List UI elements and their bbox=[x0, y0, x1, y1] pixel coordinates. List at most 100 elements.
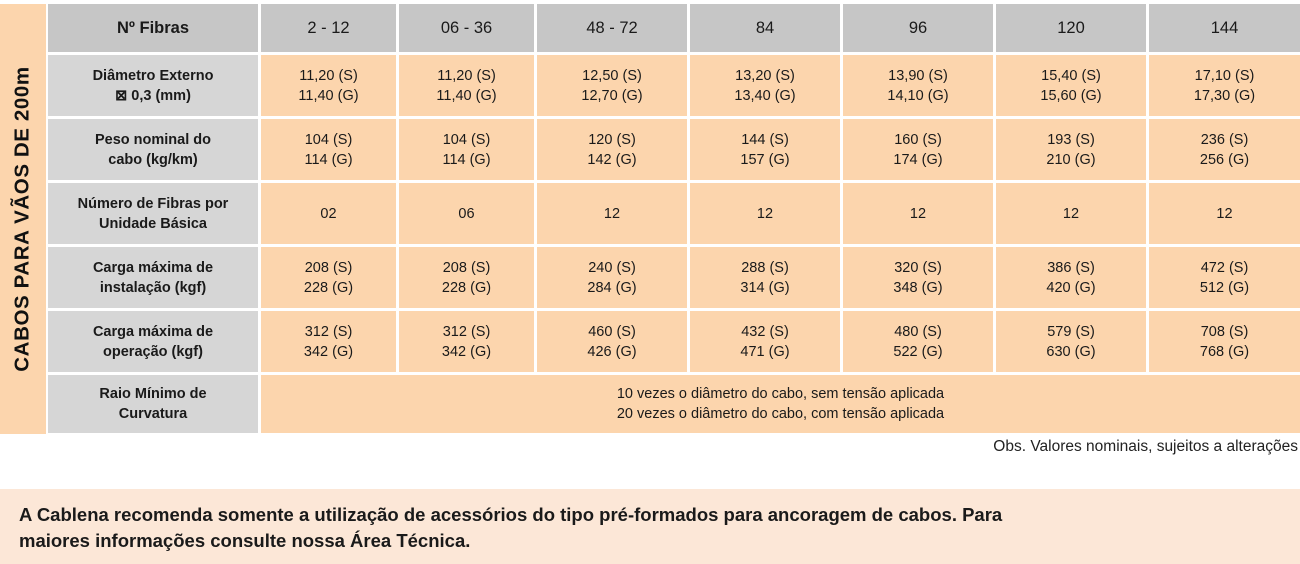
value-cell: 386 (S) 420 (G) bbox=[996, 247, 1146, 308]
value-cell: 12 bbox=[537, 183, 687, 244]
row-label-line: Peso nominal do bbox=[94, 131, 211, 148]
cell-value: 160 (S) bbox=[894, 131, 942, 148]
bending-radius-line: 10 vezes o diâmetro do cabo, sem tensão … bbox=[616, 386, 945, 402]
value-cell: 236 (S) 256 (G) bbox=[1149, 119, 1300, 180]
value-cell: 12 bbox=[996, 183, 1146, 244]
cell-value: 12 bbox=[756, 205, 774, 222]
cell-value: 386 (S) bbox=[1047, 259, 1095, 276]
value-cell: 708 (S) 768 (G) bbox=[1149, 311, 1300, 372]
value-cell: 12 bbox=[690, 183, 840, 244]
row-label: Diâmetro Externo ⊠ 0,3 (mm) bbox=[48, 55, 258, 116]
value-cell: 240 (S) 284 (G) bbox=[537, 247, 687, 308]
cell-value: 15,60 (G) bbox=[1040, 87, 1102, 104]
value-cell: 12 bbox=[1149, 183, 1300, 244]
table-row: Carga máxima de instalação (kgf) 208 (S) 22… bbox=[48, 247, 1300, 308]
column-header: 06 - 36 bbox=[399, 4, 534, 52]
row-label-line: Carga máxima de bbox=[92, 259, 214, 276]
cell-value: 288 (S) bbox=[741, 259, 789, 276]
value-cell: 160 (S) 174 (G) bbox=[843, 119, 993, 180]
cell-value: 312 (S) bbox=[442, 323, 491, 340]
column-header: 84 bbox=[690, 4, 840, 52]
cell-value: 228 (G) bbox=[441, 279, 492, 296]
cell-value: 15,40 (S) bbox=[1041, 67, 1101, 84]
cell-value: 342 (G) bbox=[441, 343, 492, 360]
row-label-line: instalação (kgf) bbox=[99, 279, 207, 296]
cell-value: 12 bbox=[1216, 205, 1233, 222]
value-cell: 12,50 (S) 12,70 (G) bbox=[537, 55, 687, 116]
notice-line: A Cablena recomenda somente a utilização… bbox=[19, 504, 1003, 525]
cell-value: 522 (G) bbox=[893, 343, 943, 360]
row-label-line: Unidade Básica bbox=[99, 215, 207, 232]
bending-radius-line: 20 vezes o diâmetro do cabo, com tensão … bbox=[616, 406, 945, 422]
row-label-line: Carga máxima de bbox=[92, 323, 214, 340]
row-label-line: Raio Mínimo de bbox=[99, 386, 207, 402]
cell-value: 114 (G) bbox=[304, 151, 353, 168]
cell-value: 13,40 (G) bbox=[734, 87, 796, 104]
cell-value: 471 (G) bbox=[740, 343, 790, 360]
cell-value: 236 (S) bbox=[1200, 131, 1249, 148]
obs-note: Obs. Valores nominais, sujeitos a altera… bbox=[993, 438, 1298, 455]
cell-value: 12 bbox=[909, 205, 927, 222]
value-cell: 17,10 (S) 17,30 (G) bbox=[1149, 55, 1300, 116]
value-cell: 208 (S) 228 (G) bbox=[399, 247, 534, 308]
cell-value: 157 (G) bbox=[740, 151, 790, 168]
row-label-line: operação (kgf) bbox=[103, 343, 203, 360]
cell-value: 210 (G) bbox=[1046, 151, 1096, 168]
table-row: Carga máxima de operação (kgf) 312 (S) 342 … bbox=[48, 311, 1300, 372]
value-cell: 432 (S) 471 (G) bbox=[690, 311, 840, 372]
cell-value: 579 (S) bbox=[1047, 323, 1095, 340]
cell-value: 144 (S) bbox=[741, 131, 789, 148]
cell-value: 11,40 (G) bbox=[298, 87, 359, 104]
value-cell: 208 (S) 228 (G) bbox=[261, 247, 396, 308]
cell-value: 256 (G) bbox=[1199, 151, 1250, 168]
cell-value: 284 (G) bbox=[587, 279, 637, 296]
column-header: 144 bbox=[1149, 4, 1300, 52]
cell-value: 104 (S) bbox=[304, 131, 353, 148]
side-band: CABOS PARA VÃOS DE 200m bbox=[0, 4, 46, 434]
value-cell: 15,40 (S) 15,60 (G) bbox=[996, 55, 1146, 116]
cell-value: 480 (S) bbox=[894, 323, 942, 340]
row-label: Número de Fibras por Unidade Básica bbox=[48, 183, 258, 244]
column-header: 48 - 72 bbox=[537, 4, 687, 52]
cell-value: 240 (S) bbox=[588, 259, 636, 276]
cell-value: 348 (G) bbox=[893, 279, 943, 296]
value-cell: 11,20 (S) 11,40 (G) bbox=[261, 55, 396, 116]
value-cell: 06 bbox=[399, 183, 534, 244]
row-label-line: Diâmetro Externo bbox=[92, 67, 214, 84]
value-cell: 472 (S) 512 (G) bbox=[1149, 247, 1300, 308]
row-label: Peso nominal do cabo (kg/km) bbox=[48, 119, 258, 180]
recommendation-notice: A Cablena recomenda somente a utilização… bbox=[0, 489, 1300, 564]
cell-value: 11,20 (S) bbox=[299, 67, 358, 84]
cell-value: 460 (S) bbox=[588, 323, 636, 340]
cell-value: 174 (G) bbox=[893, 151, 943, 168]
cell-value: 12,50 (S) bbox=[582, 67, 642, 84]
cell-value: 193 (S) bbox=[1047, 131, 1095, 148]
cell-value: 426 (G) bbox=[587, 343, 637, 360]
cell-value: 06 bbox=[458, 205, 475, 222]
value-cell: 579 (S) 630 (G) bbox=[996, 311, 1146, 372]
cell-value: 12 bbox=[603, 205, 621, 222]
value-cell: 320 (S) 348 (G) bbox=[843, 247, 993, 308]
value-cell: 02 bbox=[261, 183, 396, 244]
cell-value: 11,20 (S) bbox=[437, 67, 496, 84]
value-cell: 460 (S) 426 (G) bbox=[537, 311, 687, 372]
cell-value: 512 (G) bbox=[1199, 279, 1250, 296]
header-label: Nº Fibras bbox=[48, 4, 258, 52]
cell-value: 12,70 (G) bbox=[581, 87, 643, 104]
cell-value: 114 (G) bbox=[442, 151, 491, 168]
cell-value: 420 (G) bbox=[1046, 279, 1096, 296]
cell-value: 11,40 (G) bbox=[436, 87, 497, 104]
cell-value: 342 (G) bbox=[303, 343, 354, 360]
table-row: Número de Fibras por Unidade Básica 02 06 12… bbox=[48, 183, 1300, 244]
cell-value: 630 (G) bbox=[1046, 343, 1096, 360]
cell-value: 13,20 (S) bbox=[735, 67, 795, 84]
value-cell: 480 (S) 522 (G) bbox=[843, 311, 993, 372]
value-cell: 11,20 (S) 11,40 (G) bbox=[399, 55, 534, 116]
value-cell: 193 (S) 210 (G) bbox=[996, 119, 1146, 180]
row-label-line: cabo (kg/km) bbox=[108, 151, 198, 168]
row-label-line: ⊠ 0,3 (mm) bbox=[115, 87, 191, 104]
value-cell: 104 (S) 114 (G) bbox=[261, 119, 396, 180]
cell-value: 208 (S) bbox=[304, 259, 353, 276]
value-cell: 13,20 (S) 13,40 (G) bbox=[690, 55, 840, 116]
cell-value: 104 (S) bbox=[442, 131, 491, 148]
